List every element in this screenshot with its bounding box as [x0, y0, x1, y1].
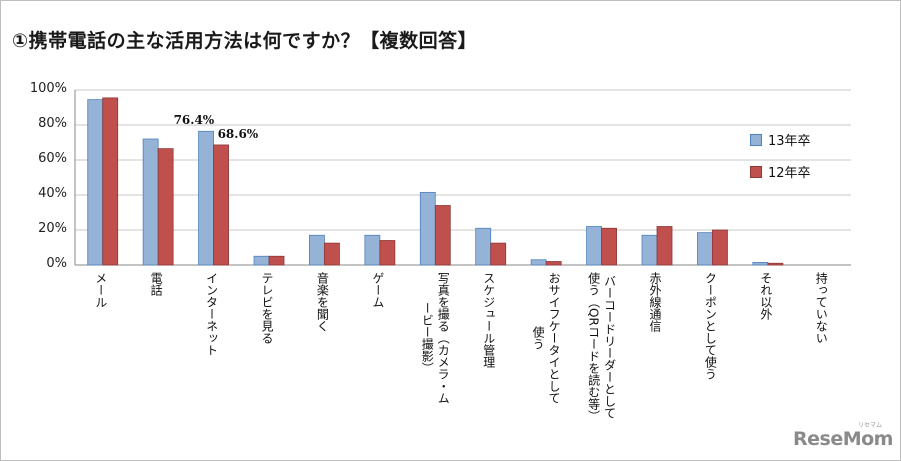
x-tick-label: 持っていない: [814, 272, 832, 344]
y-tick-label: 0%: [46, 256, 67, 271]
x-tick-label-line: ービー撮影）: [420, 302, 435, 374]
y-tick-label: 60%: [38, 151, 67, 166]
y-tick-label: 20%: [38, 221, 67, 236]
legend-item-12: 12年卒: [750, 162, 811, 181]
x-tick-label: クーポンとして使う: [703, 272, 721, 380]
bar-12-8: [545, 261, 562, 266]
y-tick-label: 80%: [38, 116, 67, 131]
x-tick-label: ゲーム: [371, 272, 389, 308]
bar-13-8: [530, 259, 547, 266]
legend-swatch-12: [750, 165, 762, 178]
data-label: 68.6%: [217, 126, 259, 141]
bar-13-3: [253, 255, 270, 266]
x-tick-label-line: クーポンとして使う: [703, 272, 718, 380]
bar-12-4: [324, 242, 340, 266]
x-tick-label-line: 使う: [531, 326, 546, 350]
bar-13-7: [475, 227, 492, 266]
resemom-logo: ReseMom: [793, 428, 893, 450]
x-tick-label: 電話: [149, 272, 167, 296]
bar-13-4: [309, 234, 325, 266]
x-tick-label: テレビを見る: [260, 272, 278, 344]
bar-13-9: [586, 226, 602, 266]
x-tick-label-line: 持っていない: [814, 272, 829, 344]
x-tick-label: バーコードリーダーとして 使う（QRコードを読む等）: [585, 272, 619, 422]
bar-13-11: [697, 232, 713, 266]
bar-12-11: [712, 229, 728, 266]
bar-13-2: [198, 130, 214, 266]
bar-12-3: [268, 255, 285, 266]
x-tick-label-line: それ以外: [758, 272, 773, 320]
x-tick-label-line: バーコードリーダーとして: [602, 274, 617, 419]
bar-12-6: [434, 205, 451, 266]
x-tick-label: 音楽を聞く: [315, 272, 333, 332]
bar-12-2: [213, 144, 229, 266]
chart-title: ①携帯電話の主な活用方法は何ですか？【複数回答】: [12, 30, 478, 52]
bar-13-5: [364, 234, 381, 266]
bar-12-0: [102, 97, 119, 266]
data-label: 76.4%: [173, 113, 215, 128]
x-tick-label: インターネット: [205, 272, 223, 356]
bar-12-1: [157, 148, 174, 266]
x-tick-label: 写真を撮る（カメラ・ム ービー撮影）: [418, 272, 452, 404]
legend-label-12: 12年卒: [768, 166, 811, 181]
x-tick-label: 赤外線通信: [648, 272, 666, 332]
x-tick-label-line: ゲーム: [370, 272, 385, 308]
x-tick-label-line: 音楽を聞く: [315, 272, 330, 332]
x-tick-label: それ以外: [759, 272, 777, 320]
x-tick-label-line: テレビを見る: [260, 272, 274, 344]
x-tick-label-line: 赤外線通信: [648, 272, 662, 332]
x-tick-label-line: 電話: [149, 272, 164, 296]
legend-item-13: 13年卒: [750, 130, 811, 149]
logo-subtext: リセマム: [858, 422, 883, 429]
y-tick-label: 40%: [38, 186, 67, 201]
x-tick-label-line: 写真を撮る（カメラ・ム: [436, 272, 451, 404]
bar-13-10: [641, 234, 658, 266]
bar-13-1: [142, 138, 159, 266]
y-tick-label: 100%: [29, 81, 67, 96]
x-tick-label-line: 使う（QRコードを読む等）: [586, 272, 601, 422]
legend: 13年卒 12年卒: [742, 122, 832, 190]
bar-13-12: [752, 261, 769, 266]
x-tick-label-line: おサイフケータイとして: [547, 272, 562, 404]
x-tick-label: おサイフケータイとして 使う: [529, 272, 563, 404]
bar-12-10: [656, 226, 673, 266]
bar-13-0: [87, 99, 104, 266]
bar-12-9: [601, 227, 617, 266]
bar-12-5: [379, 240, 396, 266]
bar-12-7: [490, 242, 507, 266]
x-tick-label-line: メール: [93, 272, 108, 308]
legend-label-13: 13年卒: [768, 134, 811, 149]
legend-swatch-13: [750, 133, 762, 146]
x-tick-label: メール: [94, 272, 112, 308]
x-tick-label: スケジュール管理: [482, 272, 500, 368]
bar-12-12: [767, 262, 784, 266]
x-tick-label-line: スケジュール管理: [481, 272, 496, 368]
bar-13-6: [419, 191, 436, 266]
x-tick-label-line: インターネット: [204, 272, 219, 356]
